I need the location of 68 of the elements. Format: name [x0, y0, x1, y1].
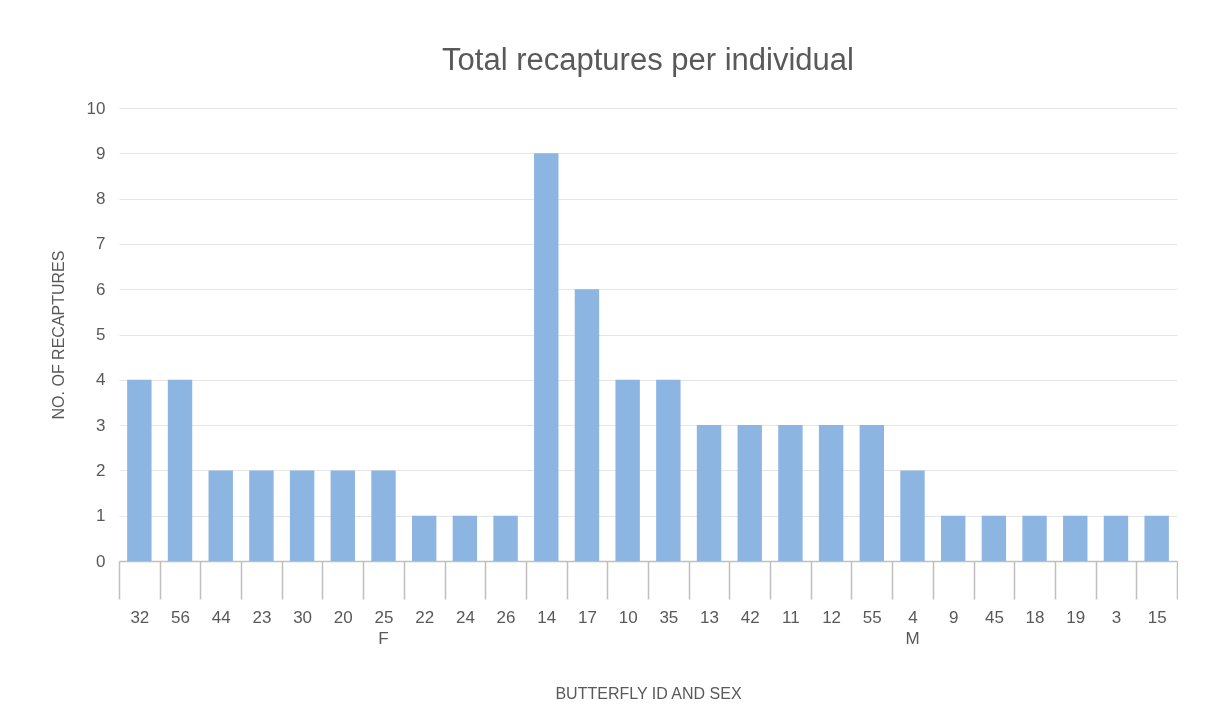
x-tick-label: 44: [211, 607, 231, 627]
x-tick-label: 25: [374, 607, 394, 627]
text: F: [378, 629, 389, 648]
y-tick-label: 1: [96, 506, 106, 526]
x-tick-label: 14: [537, 607, 557, 627]
bar: [778, 425, 803, 561]
x-tick-label: 23: [252, 607, 272, 627]
bar: [696, 425, 722, 561]
x-tick-label: 18: [1025, 607, 1045, 627]
bar: [249, 470, 274, 561]
bar: [493, 515, 518, 561]
x-tick-label: 15: [1147, 607, 1167, 627]
y-tick-label: 8: [96, 189, 106, 209]
x-tick-label: 55: [862, 607, 882, 627]
x-tick-label: 35: [659, 607, 679, 627]
x-tick-label: 11: [782, 607, 800, 627]
bar: [656, 379, 681, 561]
y-tick-label: 3: [96, 415, 106, 435]
y-tick-label: 9: [96, 143, 106, 163]
x-tick-label: 4: [908, 607, 918, 627]
text: M: [905, 629, 920, 648]
y-axis-title: NO. OF RECAPTURES: [49, 250, 67, 420]
x-tick-label: 3: [1111, 607, 1122, 627]
bar: [818, 425, 844, 561]
bar: [208, 470, 233, 561]
x-tick-label: 24: [455, 607, 475, 627]
x-tick-label: 32: [130, 607, 150, 627]
bar: [452, 515, 478, 561]
bar: [127, 379, 152, 561]
x-tick-label: 19: [1066, 607, 1086, 627]
x-tick-label: 22: [415, 607, 435, 627]
bar: [534, 153, 559, 561]
bar: [940, 515, 966, 561]
bar: [289, 470, 315, 561]
bar: [1063, 515, 1088, 561]
bar: [1103, 515, 1129, 561]
x-tick-label: 56: [171, 607, 190, 627]
x-tick-label: 10: [618, 607, 638, 627]
bar: [615, 379, 640, 561]
x-tick-label: 45: [984, 607, 1004, 627]
bar: [981, 515, 1007, 561]
bar: [900, 470, 925, 561]
x-tick-label: 17: [578, 607, 597, 627]
y-tick-label: 0: [96, 551, 106, 571]
x-tick-label: 9: [948, 607, 959, 627]
y-tick-label: 2: [96, 460, 106, 480]
bar: [574, 289, 600, 561]
bar: [330, 470, 356, 561]
x-axis-title: BUTTERFLY ID AND SEX: [555, 684, 742, 702]
y-tick-label: 4: [96, 370, 106, 390]
y-tick-label: 10: [86, 98, 106, 118]
bar: [859, 425, 885, 561]
x-tick-label: 26: [496, 607, 516, 627]
x-tick-label: 13: [700, 607, 719, 627]
x-tick-label: 42: [740, 607, 760, 627]
x-tick-label: 12: [822, 607, 842, 627]
y-tick-label: 6: [96, 279, 106, 299]
bar: [1022, 515, 1047, 561]
bar: [737, 425, 762, 561]
chart-title: Total recaptures per individual: [442, 42, 854, 77]
bar: [167, 379, 193, 561]
x-tick-label: 30: [293, 607, 313, 627]
y-tick-label: 7: [96, 234, 106, 254]
x-tick-label: 20: [333, 607, 353, 627]
bar: [411, 515, 437, 561]
bar: [371, 470, 396, 561]
y-tick-label: 5: [96, 325, 106, 344]
bar: [1144, 515, 1169, 561]
